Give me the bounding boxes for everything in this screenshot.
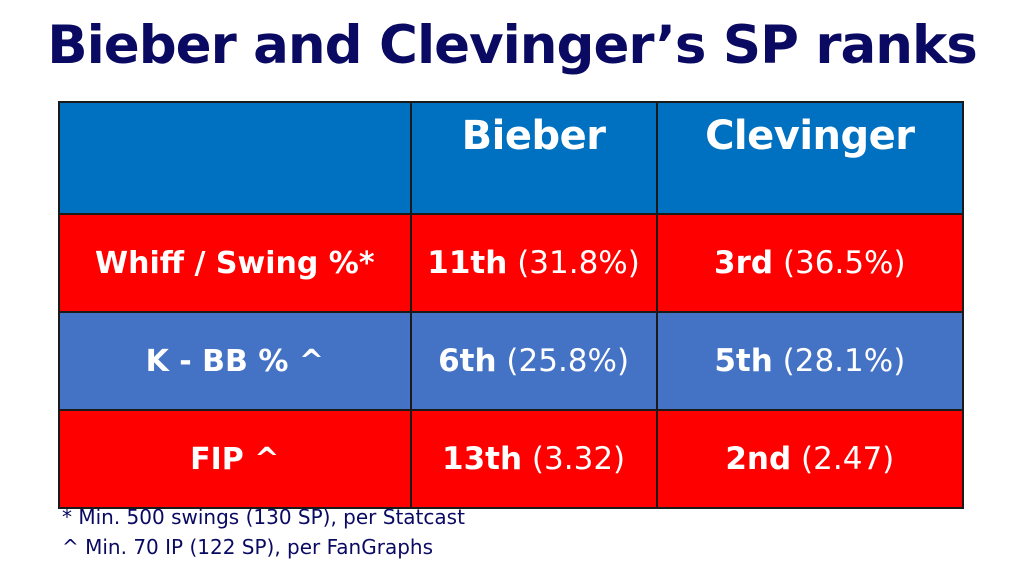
stat-value: (36.5%): [782, 245, 906, 281]
metric-label: FIP ^: [58, 409, 412, 509]
clevinger-cell: 2nd (2.47): [655, 409, 965, 509]
table-row-fip: FIP ^ 13th (3.32) 2nd (2.47): [58, 409, 965, 509]
rank-value: 13th: [442, 441, 523, 477]
rank-value: 2nd: [725, 441, 792, 477]
metric-label: K - BB % ^: [58, 311, 412, 411]
stat-value: (2.47): [801, 441, 895, 477]
table-row-kbb: K - BB % ^ 6th (25.8%) 5th (28.1%): [58, 311, 965, 411]
header-cell-clevinger: Clevinger: [655, 101, 965, 215]
metric-label: Whiff / Swing %*: [58, 213, 412, 313]
rank-table: Bieber Clevinger Whiff / Swing %* 11th (…: [58, 101, 965, 509]
table-row-whiff: Whiff / Swing %* 11th (31.8%) 3rd (36.5%…: [58, 213, 965, 313]
rank-value: 11th: [427, 245, 508, 281]
table-header-row: Bieber Clevinger: [58, 101, 965, 215]
footnote-statcast: * Min. 500 swings (130 SP), per Statcast: [62, 505, 465, 529]
footnotes: * Min. 500 swings (130 SP), per Statcast…: [62, 502, 465, 562]
header-cell-bieber: Bieber: [409, 101, 658, 215]
stat-value: (25.8%): [506, 343, 630, 379]
header-cell-empty: [58, 101, 412, 215]
rank-value: 3rd: [714, 245, 774, 281]
clevinger-cell: 5th (28.1%): [655, 311, 965, 411]
bieber-cell: 6th (25.8%): [409, 311, 658, 411]
page-title: Bieber and Clevinger’s SP ranks: [47, 15, 978, 76]
clevinger-cell: 3rd (36.5%): [655, 213, 965, 313]
stat-value: (28.1%): [782, 343, 906, 379]
stat-value: (31.8%): [517, 245, 640, 281]
bieber-cell: 13th (3.32): [409, 409, 658, 509]
bieber-cell: 11th (31.8%): [409, 213, 658, 313]
stat-value: (3.32): [531, 441, 626, 477]
footnote-fangraphs: ^ Min. 70 IP (122 SP), per FanGraphs: [62, 535, 433, 559]
rank-value: 5th: [714, 343, 773, 379]
rank-value: 6th: [438, 343, 497, 379]
